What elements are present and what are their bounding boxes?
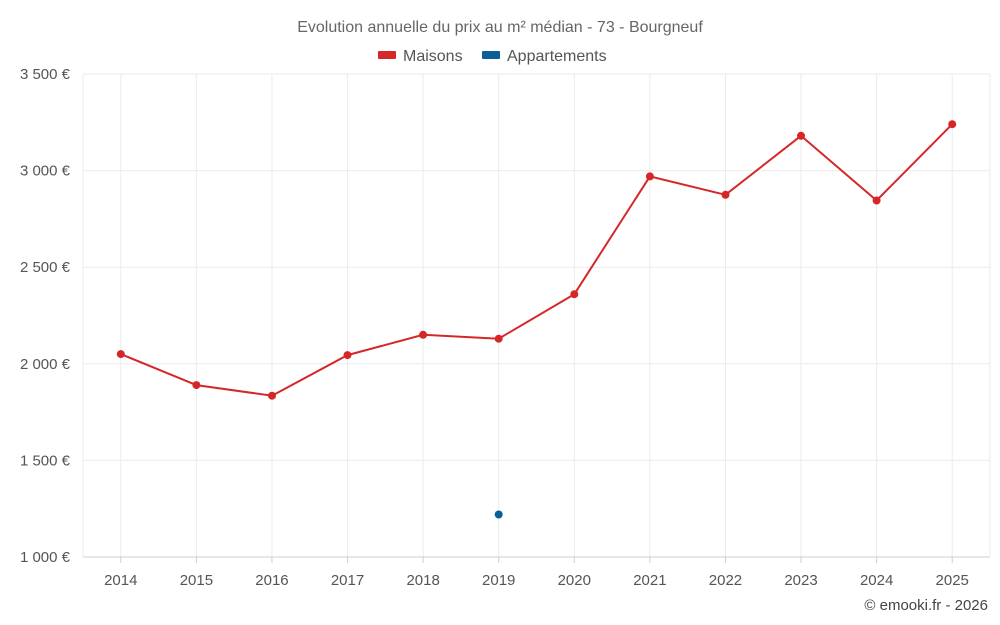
data-point-maisons[interactable] [645, 172, 654, 181]
data-point-appartements[interactable] [494, 510, 503, 519]
credit-text: © emooki.fr - 2026 [864, 597, 988, 614]
data-point-maisons[interactable] [797, 131, 805, 140]
legend-swatch-appartements [482, 51, 500, 59]
y-tick-label: 1 500 € [20, 452, 71, 469]
legend-swatch-maisons [378, 51, 396, 59]
x-tick-label: 2021 [633, 572, 666, 589]
legend: Maisons Appartements [378, 48, 607, 65]
x-tick-label: 2016 [255, 572, 288, 589]
x-tick-label: 2025 [936, 572, 969, 589]
x-tick-label: 2022 [709, 572, 742, 589]
legend-label-maisons: Maisons [403, 48, 463, 65]
legend-item-appartements[interactable]: Appartements [482, 48, 607, 65]
x-tick-label: 2019 [482, 572, 515, 589]
axes: 1 000 € 1 500 € 2 000 € 2 500 € 3 000 € 3 500… [20, 66, 991, 589]
data-point-maisons[interactable] [343, 351, 352, 360]
y-tick-label: 2 000 € [20, 356, 71, 373]
y-tick-label: 3 500 € [20, 66, 71, 83]
x-tick-label: 2020 [558, 572, 591, 589]
series [116, 120, 957, 519]
series-line-maisons [120, 123, 953, 397]
legend-item-maisons[interactable]: Maisons [378, 48, 463, 65]
data-point-maisons[interactable] [116, 350, 125, 359]
legend-label-appartements: Appartements [507, 48, 607, 65]
data-point-maisons[interactable] [419, 330, 428, 339]
x-tick-label: 2015 [180, 572, 213, 589]
data-point-maisons[interactable] [570, 290, 579, 299]
data-point-maisons[interactable] [721, 190, 730, 199]
x-tick-label: 2014 [104, 572, 137, 589]
x-tick-label: 2018 [406, 572, 439, 589]
grid [83, 73, 990, 557]
data-point-maisons[interactable] [268, 391, 276, 400]
data-point-maisons[interactable] [192, 381, 201, 390]
x-tick-label: 2024 [860, 572, 893, 589]
y-tick-label: 3 000 € [20, 163, 71, 180]
chart-title: Evolution annuelle du prix au m² médian … [297, 19, 703, 36]
x-tick-label: 2023 [784, 572, 817, 589]
data-point-maisons[interactable] [948, 120, 957, 129]
x-tick-label: 2017 [331, 572, 364, 589]
y-tick-label: 2 500 € [20, 259, 71, 276]
y-tick-label: 1 000 € [20, 549, 71, 566]
data-point-maisons[interactable] [872, 196, 881, 205]
data-point-maisons[interactable] [494, 334, 503, 343]
